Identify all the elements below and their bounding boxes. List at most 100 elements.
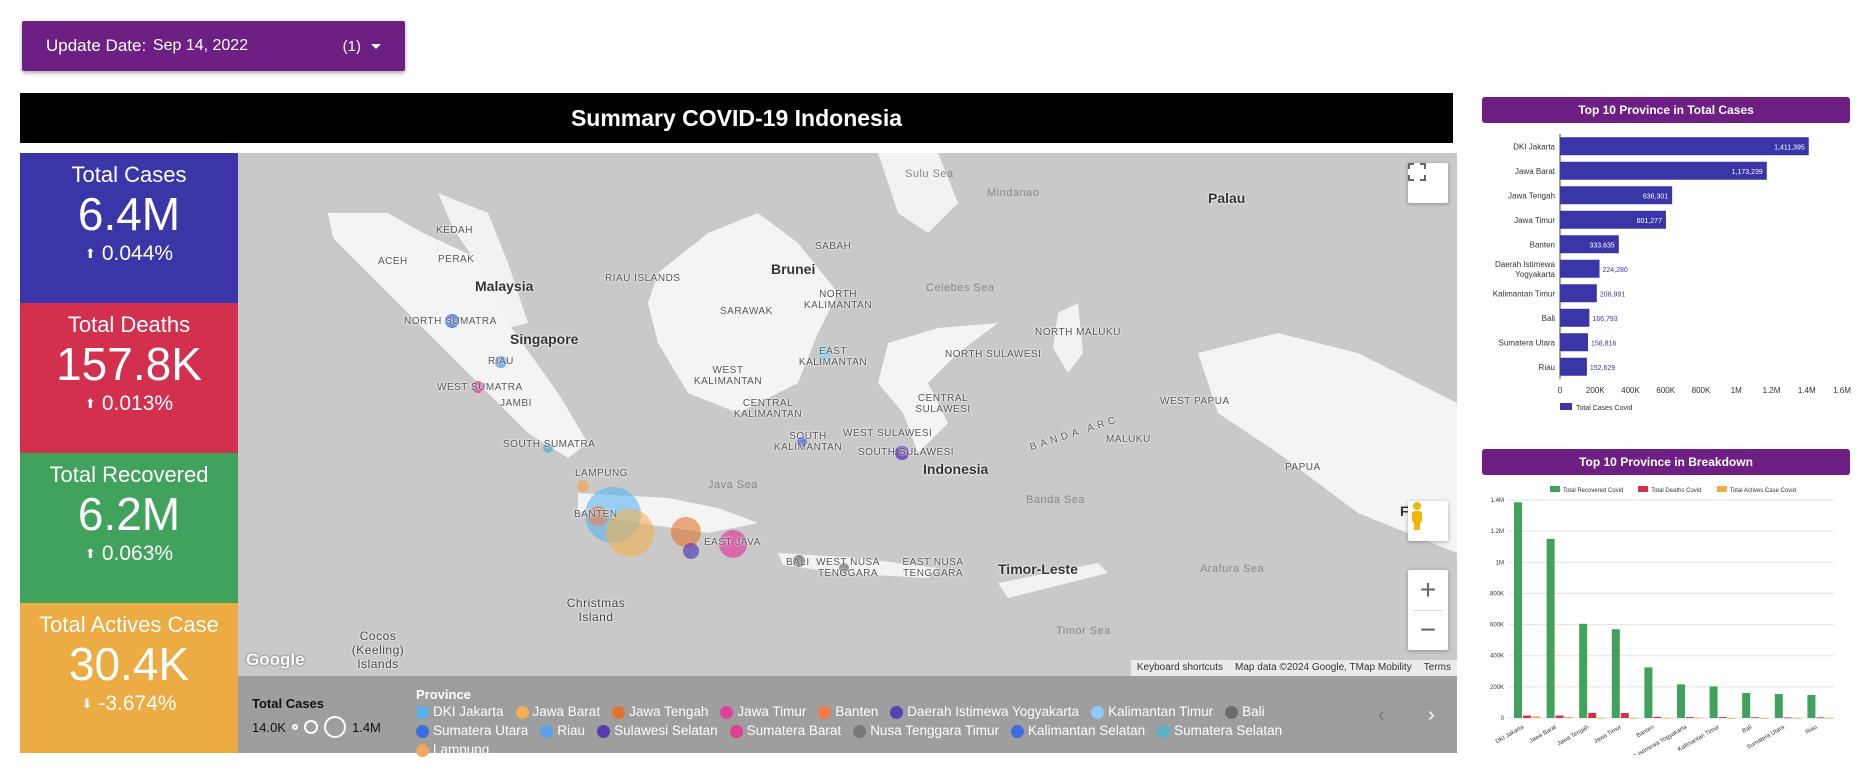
chart2-title: Top 10 Province in Breakdown bbox=[1482, 449, 1850, 475]
map-label: SABAH bbox=[815, 241, 852, 252]
y-tick-label: 800K bbox=[1490, 591, 1504, 597]
bar bbox=[1695, 717, 1703, 719]
legend-item[interactable]: Banten bbox=[818, 704, 878, 720]
chevron-right-icon[interactable]: › bbox=[1428, 704, 1435, 726]
legend-item[interactable]: Nusa Tenggara Timur bbox=[853, 723, 999, 739]
legend-item[interactable]: Jawa Timur bbox=[720, 704, 806, 720]
legend-item[interactable]: Bali bbox=[1225, 704, 1265, 720]
bar bbox=[1727, 717, 1736, 719]
map-label: JAMBI bbox=[500, 398, 532, 409]
map-label: WEST PAPUA bbox=[1160, 396, 1230, 407]
bar bbox=[1629, 717, 1638, 719]
bar bbox=[1579, 623, 1588, 718]
arrow-down-icon: ⬇ bbox=[81, 696, 93, 712]
x-tick-label: Jawa Timur bbox=[1593, 725, 1623, 746]
chevron-down-icon[interactable] bbox=[371, 43, 381, 49]
legend-item-label: Sulawesi Selatan bbox=[614, 723, 718, 738]
zoom-out-button[interactable]: − bbox=[1419, 614, 1437, 646]
map-label: NORTH SULAWESI bbox=[945, 349, 1042, 360]
legend-dot-icon bbox=[818, 705, 832, 719]
legend-item[interactable]: DKI Jakarta bbox=[416, 704, 504, 720]
legend-item[interactable]: Sulawesi Selatan bbox=[597, 723, 718, 739]
category-label: Daerah Istimewa bbox=[1495, 260, 1556, 269]
legend-item[interactable]: Sumatera Utara bbox=[416, 723, 528, 739]
map-label: NORTH MALUKU bbox=[1035, 327, 1121, 338]
legend-item-label: Jawa Tengah bbox=[629, 704, 709, 719]
legend-item[interactable]: Jawa Barat bbox=[515, 704, 600, 720]
category-label: Jawa Barat bbox=[1515, 167, 1556, 176]
legend-item[interactable]: Jawa Tengah bbox=[612, 704, 708, 720]
bar bbox=[1774, 694, 1783, 718]
map-label: SOUTH KALIMANTAN bbox=[773, 431, 843, 453]
chevron-left-icon[interactable]: ‹ bbox=[1378, 704, 1385, 726]
legend-size-scale: 14.0K 1.4M bbox=[252, 716, 381, 738]
legend-item-label: Sumatera Utara bbox=[433, 723, 529, 738]
page-title: Summary COVID-19 Indonesia bbox=[20, 93, 1453, 143]
legend-dot-icon bbox=[853, 724, 867, 738]
map-label: RIAU ISLANDS bbox=[605, 273, 681, 284]
bar bbox=[1564, 716, 1573, 718]
legend-item[interactable]: Kalimantan Selatan bbox=[1011, 723, 1145, 739]
map-label: SOUTH SULAWESI bbox=[858, 447, 955, 458]
legend-item[interactable]: Sumatera Selatan bbox=[1157, 723, 1282, 739]
bar bbox=[1523, 715, 1531, 718]
bar bbox=[1742, 692, 1751, 718]
data-label: 158,816 bbox=[1591, 340, 1616, 347]
data-label: 601,277 bbox=[1637, 218, 1662, 225]
legend-item[interactable]: Lampung bbox=[416, 742, 489, 758]
fullscreen-button[interactable] bbox=[1408, 163, 1448, 203]
pegman-icon bbox=[1412, 502, 1422, 530]
x-tick-label: Jawa Tengah bbox=[1557, 725, 1591, 748]
legend-item[interactable]: Kalimantan Timur bbox=[1091, 704, 1213, 720]
legend-item[interactable]: Sumatera Barat bbox=[729, 723, 841, 739]
legend-item-label: Bali bbox=[1242, 704, 1265, 719]
category-label: Jawa Tengah bbox=[1508, 191, 1555, 200]
street-view-button[interactable] bbox=[1408, 501, 1448, 541]
map-land bbox=[328, 153, 1457, 598]
map-label: KEDAH bbox=[436, 225, 473, 236]
legend-item-label: Banten bbox=[835, 704, 879, 719]
legend-dot-icon bbox=[416, 705, 429, 719]
y-tick-label: 1.4M bbox=[1491, 498, 1504, 504]
bar bbox=[1792, 717, 1801, 719]
legend-dot-icon bbox=[1225, 705, 1239, 719]
bar bbox=[1560, 308, 1590, 327]
map-label: MALUKU bbox=[1106, 434, 1151, 445]
map-label: ACEH bbox=[378, 256, 408, 267]
update-date-filter[interactable]: Update Date: Sep 14, 2022 (1) bbox=[22, 21, 405, 71]
legend-dot-icon bbox=[540, 724, 554, 738]
data-label: 1,411,395 bbox=[1774, 144, 1805, 151]
arrow-up-icon: ⬆ bbox=[84, 246, 96, 262]
map-label: Malaysia bbox=[475, 278, 534, 294]
map-label: WEST KALIMANTAN bbox=[693, 365, 763, 387]
map-attribution: Map data ©2024 Google, TMap Mobility bbox=[1235, 662, 1412, 673]
keyboard-shortcuts-link[interactable]: Keyboard shortcuts bbox=[1136, 662, 1224, 673]
map-label: EAST KALIMANTAN bbox=[798, 346, 868, 368]
terms-link[interactable]: Terms bbox=[1423, 662, 1451, 673]
legend-swatch bbox=[1716, 486, 1727, 492]
arrow-up-icon: ⬆ bbox=[84, 546, 96, 562]
legend-item[interactable]: Riau bbox=[540, 723, 585, 739]
kpi-total-deaths: Total Deaths 157.8K ⬆ 0.013% bbox=[20, 303, 238, 453]
chart-total-cases: DKI Jakarta 1,411,395 Jawa Barat 1,173,239 J… bbox=[1493, 134, 1851, 412]
map-label: EAST NUSA TENGGARA bbox=[902, 557, 964, 579]
legend-label: Total Deaths Covid bbox=[1651, 488, 1701, 494]
map-view[interactable]: Malaysia Singapore Brunei Indonesia Timo… bbox=[238, 153, 1457, 676]
legend-swatch bbox=[1638, 486, 1649, 492]
category-label: Sumatera Utara bbox=[1499, 338, 1556, 347]
legend-item-label: Jawa Timur bbox=[737, 704, 807, 719]
x-tick-label: 800K bbox=[1692, 386, 1711, 395]
legend-item-label: Daerah Istimewa Yogyakarta bbox=[907, 704, 1080, 719]
zoom-controls: + − bbox=[1408, 570, 1448, 650]
zoom-in-button[interactable]: + bbox=[1419, 573, 1437, 605]
bar bbox=[1783, 717, 1792, 719]
data-label: 333,635 bbox=[1589, 242, 1614, 249]
legend-item[interactable]: Daerah Istimewa Yogyakarta bbox=[890, 704, 1079, 720]
map-label: RIAU bbox=[488, 356, 514, 367]
map-label: Palau bbox=[1208, 190, 1246, 206]
map-footer: Keyboard shortcuts Map data ©2024 Google… bbox=[1130, 660, 1457, 676]
map-label: LAMPUNG bbox=[575, 468, 628, 479]
bar bbox=[1560, 235, 1619, 254]
bar bbox=[1662, 717, 1671, 719]
bar bbox=[1560, 161, 1767, 180]
